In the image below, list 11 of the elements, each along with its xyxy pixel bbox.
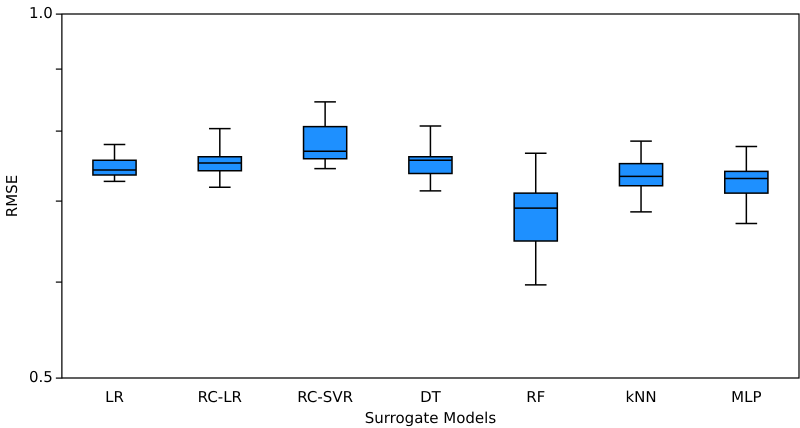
x-axis-title: Surrogate Models: [364, 408, 496, 427]
x-tick-label: kNN: [625, 388, 657, 406]
x-tick-label: RF: [526, 388, 546, 406]
y-tick-label: 1.0: [28, 4, 53, 22]
x-tick-label: RC-SVR: [297, 388, 354, 406]
y-tick-label: 0.5: [28, 368, 53, 386]
x-tick-label: LR: [105, 388, 124, 406]
x-tick-label: RC-LR: [198, 388, 242, 406]
x-tick-label: DT: [420, 388, 442, 406]
x-tick-label: MLP: [731, 388, 762, 406]
y-axis-title: RMSE: [2, 174, 21, 218]
